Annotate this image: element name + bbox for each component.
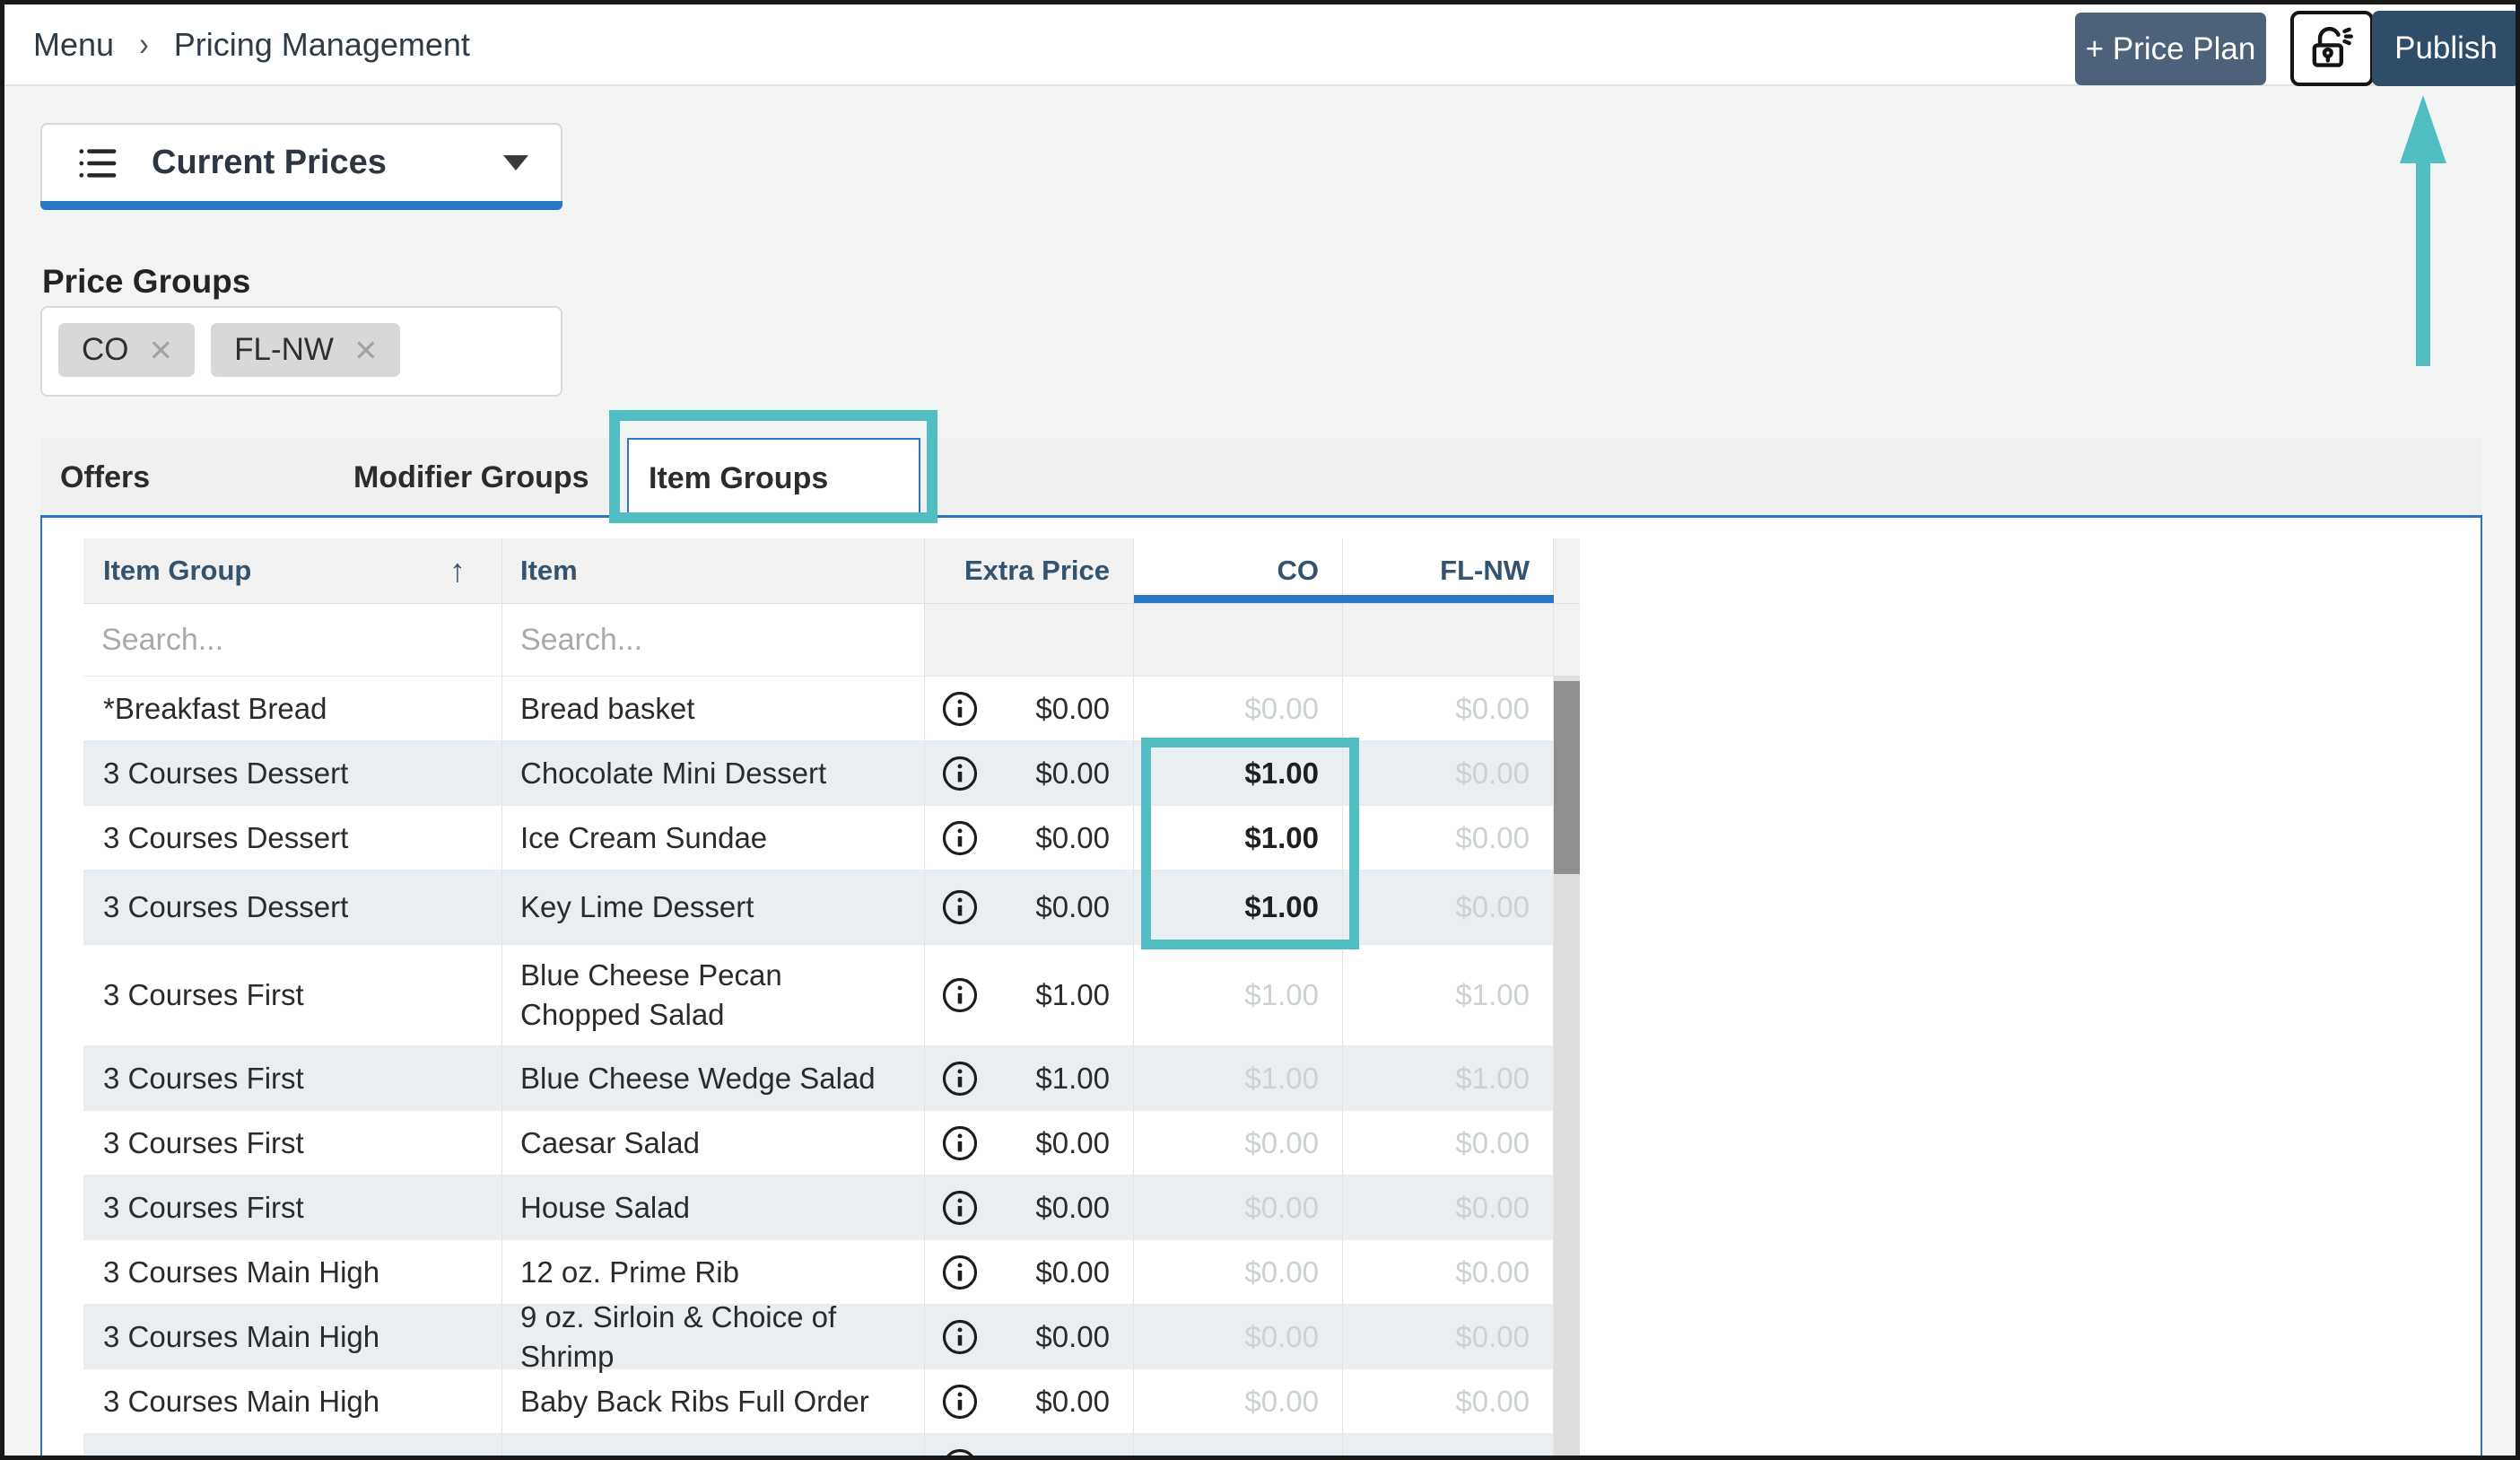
fl-nw-price-cell[interactable]: $0.00 bbox=[1343, 1305, 1554, 1368]
co-price-cell[interactable]: $1.00 bbox=[1134, 741, 1343, 805]
info-icon[interactable] bbox=[941, 1060, 979, 1097]
info-icon[interactable] bbox=[941, 888, 979, 926]
chip-label: FL-NW bbox=[234, 332, 334, 367]
info-icon[interactable] bbox=[941, 1383, 979, 1421]
price-groups-label: Price Groups bbox=[42, 263, 251, 300]
chip-label: CO bbox=[82, 332, 129, 367]
fl-nw-price-cell[interactable]: $0.00 bbox=[1343, 741, 1554, 805]
table-row: 3 Courses First Blue Cheese Pecan Choppe… bbox=[83, 944, 1580, 1045]
selected-columns-underline bbox=[1134, 595, 1554, 603]
filter-cell-fl-nw bbox=[1343, 604, 1554, 676]
page-title: Pricing Management bbox=[173, 25, 470, 63]
table-row: 3 Courses First Caesar Salad $0.00 $0.00… bbox=[83, 1110, 1580, 1175]
tab-offers[interactable]: Offers bbox=[60, 459, 151, 494]
info-icon[interactable] bbox=[941, 819, 979, 857]
fl-nw-price-cell[interactable]: $0.00 bbox=[1343, 870, 1554, 944]
info-icon[interactable] bbox=[941, 1189, 979, 1227]
annotation-arrow-to-publish bbox=[2400, 95, 2446, 366]
price-group-chip-co: CO ✕ bbox=[58, 323, 196, 377]
info-icon[interactable] bbox=[941, 1318, 979, 1356]
co-price-cell[interactable]: $0.00 bbox=[1134, 677, 1343, 740]
co-price-cell[interactable]: $1.00 bbox=[1134, 870, 1343, 944]
co-price-cell[interactable]: $1.00 bbox=[1134, 1046, 1343, 1110]
table-row: *Breakfast Bread Bread basket $0.00 $0.0… bbox=[83, 676, 1580, 740]
top-bar: Menu › Pricing Management + Price Plan P… bbox=[4, 4, 2516, 86]
price-groups-input[interactable]: CO ✕ FL-NW ✕ bbox=[40, 306, 562, 397]
remove-chip-icon[interactable]: ✕ bbox=[353, 333, 379, 367]
table-header-row: Item Group ↑ Item Extra Price CO FL-NW bbox=[83, 538, 1580, 603]
annotation-box-co-prices bbox=[1141, 738, 1359, 949]
fl-nw-price-cell[interactable] bbox=[1343, 1434, 1554, 1456]
co-price-cell[interactable]: $0.00 bbox=[1134, 1369, 1343, 1433]
info-icon[interactable] bbox=[941, 976, 979, 1014]
table-row: 3 Courses Dessert Chocolate Mini Dessert… bbox=[83, 740, 1580, 805]
info-icon[interactable] bbox=[941, 1124, 979, 1162]
co-price-cell[interactable] bbox=[1134, 1434, 1343, 1456]
co-price-cell[interactable]: $0.00 bbox=[1134, 1111, 1343, 1175]
fl-nw-price-cell[interactable]: $0.00 bbox=[1343, 677, 1554, 740]
column-header-item-group[interactable]: Item Group ↑ bbox=[83, 538, 502, 603]
fl-nw-price-cell[interactable]: $1.00 bbox=[1343, 945, 1554, 1045]
unlock-button[interactable] bbox=[2290, 11, 2374, 86]
table-row: 3 Courses First Blue Cheese Wedge Salad … bbox=[83, 1045, 1580, 1110]
list-icon bbox=[79, 148, 117, 178]
table-row-partial bbox=[83, 1433, 1580, 1460]
annotation-box-item-groups-tab bbox=[609, 410, 937, 523]
price-view-selector[interactable]: Current Prices bbox=[40, 123, 562, 210]
vertical-scrollbar[interactable] bbox=[1554, 676, 1580, 1456]
breadcrumb-menu-link[interactable]: Menu bbox=[33, 25, 115, 63]
tab-strip: Offers Modifier Groups Item Groups bbox=[40, 438, 2482, 517]
add-price-plan-button[interactable]: + Price Plan bbox=[2075, 13, 2266, 85]
co-price-cell[interactable]: $0.00 bbox=[1134, 1176, 1343, 1239]
fl-nw-price-cell[interactable]: $1.00 bbox=[1343, 1046, 1554, 1110]
table-row: 3 Courses Main High 9 oz. Sirloin & Choi… bbox=[83, 1300, 1580, 1373]
selector-label: Current Prices bbox=[152, 144, 387, 181]
co-price-cell[interactable]: $0.00 bbox=[1134, 1305, 1343, 1368]
unlock-icon bbox=[2312, 26, 2353, 67]
fl-nw-price-cell[interactable]: $0.00 bbox=[1343, 1176, 1554, 1239]
item-groups-table: Item Group ↑ Item Extra Price CO FL-NW *… bbox=[83, 538, 1580, 1460]
breadcrumb: Menu › Pricing Management bbox=[33, 4, 470, 84]
co-price-cell[interactable]: $0.00 bbox=[1134, 1240, 1343, 1304]
tab-modifier-groups[interactable]: Modifier Groups bbox=[353, 459, 589, 494]
fl-nw-price-cell[interactable]: $0.00 bbox=[1343, 1369, 1554, 1433]
sort-ascending-icon[interactable]: ↑ bbox=[449, 552, 466, 589]
column-header-extra-price[interactable]: Extra Price bbox=[925, 538, 1134, 603]
publish-button[interactable]: Publish bbox=[2372, 11, 2516, 86]
fl-nw-price-cell[interactable]: $0.00 bbox=[1343, 1240, 1554, 1304]
info-icon[interactable] bbox=[941, 690, 979, 728]
fl-nw-price-cell[interactable]: $0.00 bbox=[1343, 806, 1554, 870]
info-icon[interactable] bbox=[941, 755, 979, 792]
table-filter-row bbox=[83, 603, 1580, 676]
item-search-input[interactable] bbox=[502, 604, 924, 676]
co-price-cell[interactable]: $1.00 bbox=[1134, 806, 1343, 870]
filter-cell-co bbox=[1134, 604, 1343, 676]
column-header-fl-nw[interactable]: FL-NW bbox=[1343, 538, 1554, 603]
filter-filler-cell bbox=[1554, 604, 1580, 676]
remove-chip-icon[interactable]: ✕ bbox=[148, 333, 174, 367]
breadcrumb-separator-icon: › bbox=[139, 25, 149, 63]
info-icon[interactable] bbox=[941, 1447, 979, 1460]
table-row: 3 Courses Dessert Ice Cream Sundae $0.00… bbox=[83, 805, 1580, 870]
item-group-search-input[interactable] bbox=[83, 604, 501, 676]
price-group-chip-fl-nw: FL-NW ✕ bbox=[211, 323, 400, 377]
column-header-item[interactable]: Item bbox=[502, 538, 925, 603]
header-filler-cell bbox=[1554, 538, 1580, 603]
table-row: 3 Courses First House Salad $0.00 $0.00 … bbox=[83, 1175, 1580, 1239]
fl-nw-price-cell[interactable]: $0.00 bbox=[1343, 1111, 1554, 1175]
co-price-cell[interactable]: $1.00 bbox=[1134, 945, 1343, 1045]
tab-item-groups[interactable]: Item Groups bbox=[627, 438, 920, 517]
vertical-scrollbar-thumb[interactable] bbox=[1554, 681, 1580, 874]
chevron-down-icon bbox=[503, 155, 528, 170]
selector-active-underline bbox=[40, 201, 562, 210]
info-icon[interactable] bbox=[941, 1254, 979, 1291]
filter-cell-extra bbox=[925, 604, 1134, 676]
table-row: 3 Courses Dessert Key Lime Dessert $0.00… bbox=[83, 870, 1580, 944]
column-header-co[interactable]: CO bbox=[1134, 538, 1343, 603]
table-row: 3 Courses Main High Baby Back Ribs Full … bbox=[83, 1368, 1580, 1433]
table-row: 3 Courses Main High 12 oz. Prime Rib $0.… bbox=[83, 1239, 1580, 1304]
